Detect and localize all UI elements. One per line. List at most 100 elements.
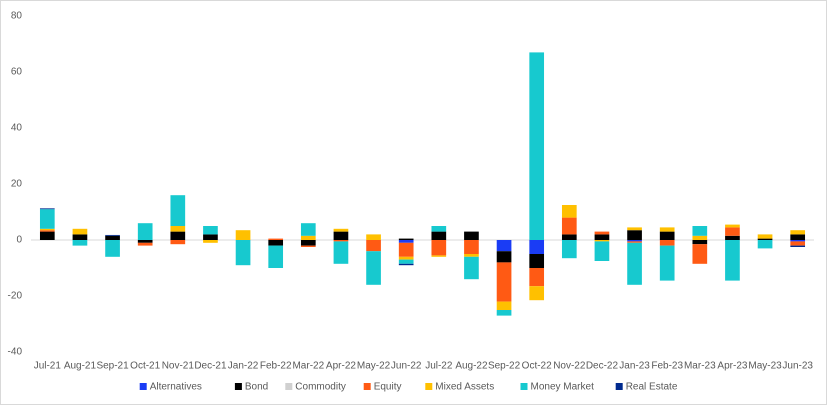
- bar-segment: [398, 240, 414, 243]
- y-tick-label: 60: [11, 67, 23, 78]
- bar-segment: [529, 52, 545, 241]
- bar-segment: [627, 230, 642, 240]
- y-tick-label: 20: [11, 179, 23, 190]
- bar-segment: [464, 240, 479, 254]
- bar-segment: [39, 231, 55, 240]
- bar-segment: [725, 240, 740, 281]
- bar-segment: [529, 254, 545, 268]
- bar-segment: [594, 240, 610, 242]
- bar-segment: [659, 245, 675, 281]
- bar-segment: [105, 235, 120, 240]
- legend-swatch: [520, 383, 528, 390]
- x-tick-label: Apr-22: [326, 361, 356, 372]
- bar-segment: [431, 226, 447, 232]
- bar-segment: [464, 256, 479, 280]
- y-tick-label: -40: [8, 347, 23, 358]
- bar-segment: [431, 255, 447, 257]
- bar-segment: [39, 208, 55, 210]
- bar-segment: [72, 228, 88, 235]
- bar-segment: [170, 195, 186, 226]
- x-tick-label: Feb-22: [260, 361, 292, 372]
- bar-segment: [366, 240, 381, 252]
- bar-segment: [496, 251, 512, 263]
- bar-segment: [398, 242, 414, 257]
- bar-segment: [757, 234, 773, 239]
- bar-segment: [333, 231, 349, 240]
- x-tick-label: Dec-21: [194, 361, 227, 372]
- bar-segment: [235, 240, 251, 266]
- bar-segment: [725, 235, 740, 240]
- bar-segment: [431, 240, 447, 256]
- y-tick-label: 80: [11, 11, 23, 22]
- bar-segment: [203, 226, 218, 235]
- bar-segment: [300, 235, 316, 240]
- bar-segment: [464, 231, 479, 240]
- bar-segment: [398, 256, 414, 260]
- bar-segment: [300, 240, 316, 246]
- x-tick-label: May-22: [357, 361, 391, 372]
- x-tick-label: Feb-23: [651, 361, 683, 372]
- x-tick-label: Jul-22: [425, 361, 453, 372]
- bar-segment: [496, 240, 512, 252]
- x-tick-label: Jan-23: [619, 361, 650, 372]
- bar-segment: [366, 251, 381, 285]
- bar-segment: [333, 240, 349, 242]
- x-tick-label: Dec-22: [586, 361, 619, 372]
- bar-segment: [105, 234, 120, 236]
- bar-segment: [692, 226, 708, 236]
- bar-segment: [496, 301, 512, 310]
- bar-segment: [529, 240, 545, 254]
- bar-segment: [137, 240, 153, 243]
- y-tick-label: 0: [16, 235, 22, 246]
- legend-swatch: [285, 383, 293, 390]
- bar-segment: [725, 227, 740, 236]
- legend-label: Money Market: [531, 382, 595, 393]
- bar-segment: [790, 241, 806, 246]
- bar-segment: [464, 254, 479, 257]
- x-tick-label: Nov-22: [553, 361, 586, 372]
- bar-segment: [268, 245, 284, 268]
- bar-segment: [561, 217, 577, 235]
- bar-segment: [203, 234, 218, 240]
- bar-segment: [398, 238, 414, 240]
- bar-segment: [431, 231, 447, 240]
- bar-segment: [561, 205, 577, 218]
- bar-segment: [137, 223, 153, 240]
- bar-segment: [39, 228, 55, 231]
- legend-swatch: [234, 383, 242, 390]
- bar-segment: [725, 224, 740, 228]
- legend-label: Mixed Assets: [435, 382, 494, 393]
- bar-segment: [170, 240, 186, 245]
- bar-segment: [170, 231, 186, 240]
- bar-segment: [39, 209, 55, 229]
- bar-segment: [235, 230, 251, 240]
- x-tick-label: Jun-22: [391, 361, 422, 372]
- bar-segment: [627, 227, 642, 231]
- bar-segment: [790, 230, 806, 235]
- legend-label: Commodity: [295, 382, 346, 393]
- bar-segment: [790, 245, 806, 247]
- bar-segment: [561, 240, 577, 259]
- bar-segment: [137, 242, 153, 246]
- legend-label: Alternatives: [150, 382, 202, 393]
- y-tick-label: -20: [8, 291, 23, 302]
- legend-label: Bond: [245, 382, 268, 393]
- legend-label: Real Estate: [626, 382, 678, 393]
- x-tick-label: Sep-22: [488, 361, 521, 372]
- bar-segment: [790, 240, 806, 242]
- bar-segment: [594, 241, 610, 261]
- x-tick-label: Sep-21: [96, 361, 129, 372]
- y-tick-label: 40: [11, 123, 23, 134]
- bar-segment: [72, 234, 88, 240]
- bar-segment: [757, 240, 773, 249]
- bar-segment: [692, 240, 708, 245]
- bar-segment: [692, 235, 708, 240]
- x-tick-label: May-23: [748, 361, 782, 372]
- bar-segment: [790, 234, 806, 240]
- x-tick-label: Mar-22: [292, 361, 324, 372]
- x-tick-label: Apr-23: [717, 361, 747, 372]
- bar-segment: [529, 286, 545, 301]
- bar-segment: [496, 310, 512, 316]
- x-tick-label: Jun-23: [782, 361, 813, 372]
